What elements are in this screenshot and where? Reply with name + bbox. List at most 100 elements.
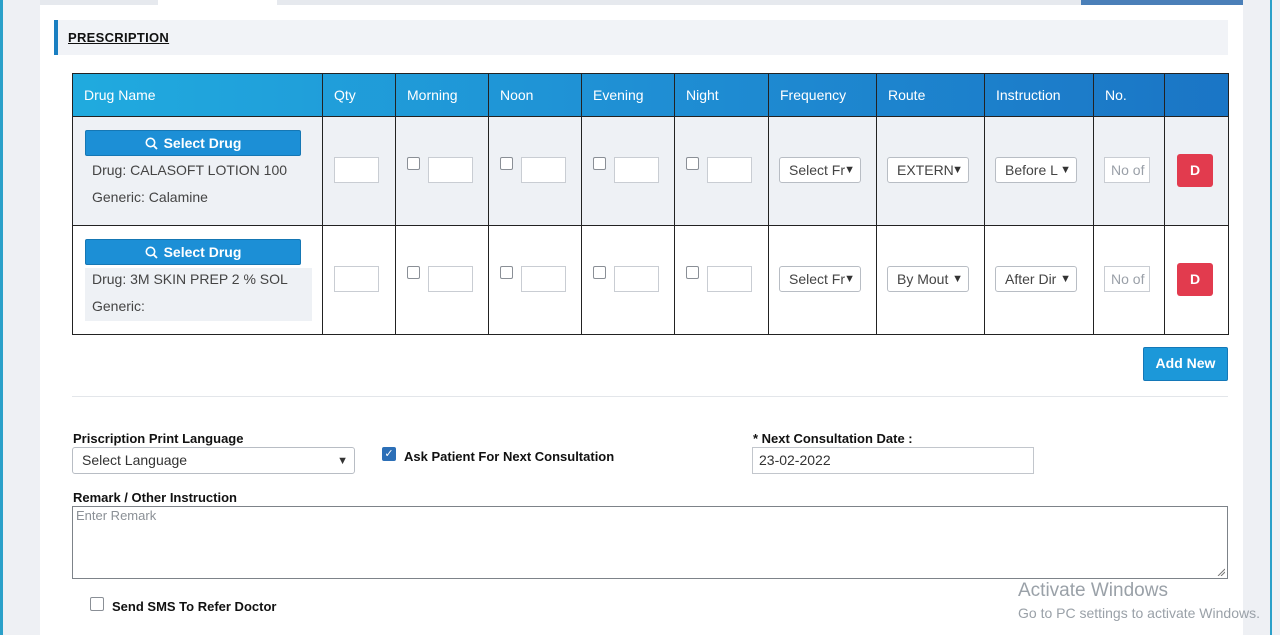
select-drug-button[interactable]: Select Drug <box>85 239 301 265</box>
activate-windows-subtitle: Go to PC settings to activate Windows. <box>1018 605 1260 621</box>
header-night: Night <box>674 73 769 117</box>
header-noon: Noon <box>488 73 582 117</box>
send-sms-checkbox[interactable] <box>90 597 104 611</box>
noon-cell <box>488 116 582 226</box>
drug-cell: Select Drug Drug: 3M SKIN PREP 2 % SOL G… <box>72 225 323 335</box>
route-value: EXTERN <box>897 162 954 178</box>
action-cell: D <box>1164 116 1229 226</box>
night-checkbox[interactable] <box>686 157 699 170</box>
night-input[interactable] <box>707 157 752 183</box>
no-input[interactable]: No of <box>1104 157 1150 183</box>
right-gutter <box>1243 0 1280 635</box>
night-cell <box>674 225 769 335</box>
route-select[interactable]: EXTERN ▼ <box>887 157 969 183</box>
evening-cell <box>581 225 675 335</box>
section-title: PRESCRIPTION <box>68 30 170 45</box>
evening-input[interactable] <box>614 157 659 183</box>
header-qty: Qty <box>322 73 396 117</box>
instruction-cell: Before L ▼ <box>984 116 1094 226</box>
chevron-down-icon: ▼ <box>337 455 348 467</box>
header-instruction: Instruction <box>984 73 1094 117</box>
print-language-value: Select Language <box>82 452 188 468</box>
noon-checkbox[interactable] <box>500 157 513 170</box>
no-cell: No of <box>1093 116 1165 226</box>
evening-input[interactable] <box>614 266 659 292</box>
noon-cell <box>488 225 582 335</box>
evening-checkbox[interactable] <box>593 157 606 170</box>
frequency-value: Select Fr <box>789 162 846 178</box>
chevron-down-icon: ▼ <box>1060 164 1071 176</box>
drug-name-text: Drug: CALASOFT LOTION 100 <box>92 162 288 178</box>
tab-strip-middle[interactable] <box>277 0 1081 5</box>
morning-input[interactable] <box>428 266 473 292</box>
left-border <box>0 0 3 635</box>
noon-checkbox[interactable] <box>500 266 513 279</box>
chevron-down-icon: ▼ <box>844 273 855 285</box>
drug-name-text: Drug: 3M SKIN PREP 2 % SOL <box>92 271 288 287</box>
next-consultation-date-input[interactable]: 23-02-2022 <box>752 447 1034 474</box>
chevron-down-icon: ▼ <box>844 164 855 176</box>
activate-windows-title: Activate Windows <box>1018 580 1168 601</box>
tab-strip-button[interactable] <box>1081 0 1243 5</box>
generic-name-text: Generic: <box>92 298 145 314</box>
evening-checkbox[interactable] <box>593 266 606 279</box>
qty-input[interactable] <box>334 266 379 292</box>
header-frequency: Frequency <box>768 73 877 117</box>
night-checkbox[interactable] <box>686 266 699 279</box>
add-new-button[interactable]: Add New <box>1143 347 1228 381</box>
night-input[interactable] <box>707 266 752 292</box>
chevron-down-icon: ▼ <box>952 273 963 285</box>
prescription-section-header: PRESCRIPTION <box>54 20 1228 55</box>
instruction-value: Before L <box>1005 162 1058 178</box>
instruction-select[interactable]: Before L ▼ <box>995 157 1077 183</box>
evening-cell <box>581 116 675 226</box>
route-cell: EXTERN ▼ <box>876 116 985 226</box>
checkmark-icon: ✓ <box>384 448 394 460</box>
instruction-select[interactable]: After Dir ▼ <box>995 266 1077 292</box>
header-evening: Evening <box>581 73 675 117</box>
morning-cell <box>395 116 489 226</box>
search-icon <box>145 137 158 150</box>
select-drug-label: Select Drug <box>163 244 242 260</box>
ask-next-consultation-label: Ask Patient For Next Consultation <box>404 449 615 464</box>
frequency-cell: Select Fr ▼ <box>768 116 877 226</box>
header-action <box>1164 73 1229 117</box>
frequency-select[interactable]: Select Fr ▼ <box>779 157 861 183</box>
resize-handle-icon[interactable] <box>1217 568 1225 576</box>
morning-checkbox[interactable] <box>407 266 420 279</box>
qty-cell <box>322 116 396 226</box>
ask-next-consultation-checkbox[interactable]: ✓ <box>382 447 396 461</box>
print-language-label: Priscription Print Language <box>73 431 244 446</box>
table-row: Select Drug Drug: 3M SKIN PREP 2 % SOL G… <box>72 225 1229 335</box>
print-language-select[interactable]: Select Language ▼ <box>72 447 355 474</box>
next-consultation-date-label: * Next Consultation Date : <box>753 431 913 446</box>
header-no: No. <box>1093 73 1165 117</box>
frequency-value: Select Fr <box>789 271 846 287</box>
qty-input[interactable] <box>334 157 379 183</box>
drug-info: Drug: 3M SKIN PREP 2 % SOL Generic: <box>85 268 312 321</box>
night-cell <box>674 116 769 226</box>
drug-info: Drug: CALASOFT LOTION 100 Generic: Calam… <box>85 159 312 212</box>
select-drug-label: Select Drug <box>163 135 242 151</box>
instruction-cell: After Dir ▼ <box>984 225 1094 335</box>
header-morning: Morning <box>395 73 489 117</box>
frequency-select[interactable]: Select Fr ▼ <box>779 266 861 292</box>
delete-button[interactable]: D <box>1177 263 1213 296</box>
remark-textarea[interactable]: Enter Remark <box>72 506 1228 579</box>
select-drug-button[interactable]: Select Drug <box>85 130 301 156</box>
noon-input[interactable] <box>521 157 566 183</box>
delete-button[interactable]: D <box>1177 154 1213 187</box>
prescription-table: Drug Name Qty Morning Noon Evening Night… <box>72 73 1229 335</box>
morning-cell <box>395 225 489 335</box>
tab-strip-left[interactable] <box>40 0 158 5</box>
route-select[interactable]: By Mout ▼ <box>887 266 969 292</box>
divider <box>72 396 1228 397</box>
search-icon <box>145 246 158 259</box>
noon-input[interactable] <box>521 266 566 292</box>
morning-checkbox[interactable] <box>407 157 420 170</box>
no-input[interactable]: No of <box>1104 266 1150 292</box>
morning-input[interactable] <box>428 157 473 183</box>
frequency-cell: Select Fr ▼ <box>768 225 877 335</box>
qty-cell <box>322 225 396 335</box>
no-cell: No of <box>1093 225 1165 335</box>
